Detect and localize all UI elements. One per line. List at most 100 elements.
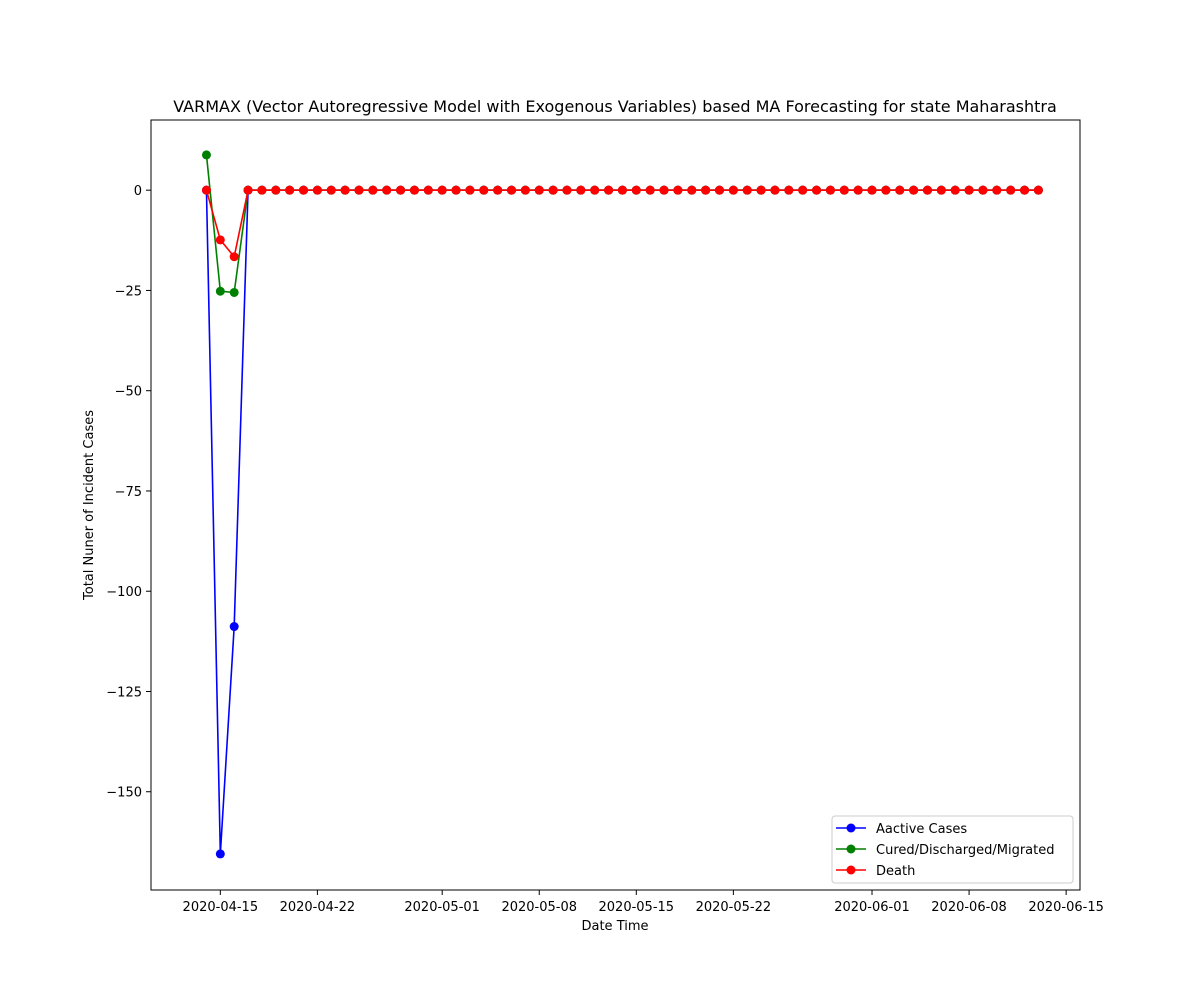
- data-point: [354, 185, 364, 195]
- data-point: [867, 185, 877, 195]
- data-point: [229, 622, 239, 632]
- data-point: [922, 185, 932, 195]
- y-tick-label: −150: [106, 786, 142, 801]
- x-tick-label: 2020-06-15: [1028, 900, 1104, 915]
- y-axis: 0 −25 −50 −75 −100 −125 −150: [106, 184, 151, 801]
- data-point: [659, 185, 669, 195]
- legend-label: Aactive Cases: [876, 822, 967, 837]
- data-point: [340, 185, 350, 195]
- legend-box: [831, 815, 1074, 884]
- legend-marker: [846, 823, 856, 833]
- legend-marker: [846, 865, 856, 875]
- data-point: [881, 185, 891, 195]
- data-point: [770, 185, 780, 195]
- data-point: [1033, 185, 1043, 195]
- x-tick-label: 2020-06-08: [931, 900, 1007, 915]
- data-point: [1020, 185, 1030, 195]
- data-point: [562, 185, 572, 195]
- y-tick-label: −25: [115, 284, 142, 299]
- x-axis-label: Date Time: [581, 919, 648, 934]
- data-point: [992, 185, 1002, 195]
- x-tick-label: 2020-05-22: [696, 900, 772, 915]
- y-tick-label: −125: [106, 685, 142, 700]
- data-point: [257, 185, 267, 195]
- data-point: [243, 185, 253, 195]
- data-point: [756, 185, 766, 195]
- data-point: [201, 185, 211, 195]
- x-tick-label: 2020-05-01: [404, 900, 480, 915]
- data-point: [520, 185, 530, 195]
- y-tick-label: −75: [115, 485, 142, 500]
- data-point: [396, 185, 406, 195]
- data-point: [271, 185, 281, 195]
- data-point: [576, 185, 586, 195]
- data-point: [687, 185, 697, 195]
- data-point: [1006, 185, 1016, 195]
- legend-label: Death: [876, 864, 915, 879]
- data-point: [451, 185, 461, 195]
- plot-area: [150, 119, 1081, 891]
- x-tick-label: 2020-04-15: [183, 900, 259, 915]
- series-line-0: [205, 189, 1039, 855]
- data-point: [812, 185, 822, 195]
- data-point: [409, 185, 419, 195]
- data-point: [895, 185, 905, 195]
- data-point: [465, 185, 475, 195]
- data-point: [229, 252, 239, 262]
- data-point: [645, 185, 655, 195]
- data-point: [548, 185, 558, 195]
- data-point: [909, 185, 919, 195]
- data-point: [368, 185, 378, 195]
- data-point: [631, 185, 641, 195]
- axes-frame: [150, 119, 1081, 891]
- data-point: [479, 185, 489, 195]
- data-point: [798, 185, 808, 195]
- y-axis-label: Total Nuner of Incident Cases: [82, 410, 97, 601]
- data-point: [326, 185, 336, 195]
- data-point: [299, 185, 309, 195]
- data-point: [978, 185, 988, 195]
- data-point: [964, 185, 974, 195]
- data-point: [437, 185, 447, 195]
- data-point: [215, 235, 225, 245]
- data-point: [673, 185, 683, 195]
- data-point: [534, 185, 544, 195]
- y-tick-label: −100: [106, 585, 142, 600]
- legend: Aactive Cases Cured/Discharged/Migrated De…: [831, 815, 1074, 884]
- data-point: [493, 185, 503, 195]
- x-tick-label: 2020-05-08: [501, 900, 577, 915]
- y-tick-label: −50: [115, 385, 142, 400]
- data-point: [382, 185, 392, 195]
- data-point: [312, 185, 322, 195]
- data-point: [714, 185, 724, 195]
- data-point: [742, 185, 752, 195]
- data-point: [853, 185, 863, 195]
- legend-marker: [846, 844, 856, 854]
- data-point: [617, 185, 627, 195]
- data-point: [950, 185, 960, 195]
- legend-label: Cured/Discharged/Migrated: [876, 843, 1055, 858]
- data-point: [604, 185, 614, 195]
- chart-title: VARMAX (Vector Autoregressive Model with…: [173, 97, 1057, 116]
- series-line-2: [205, 189, 1039, 258]
- data-point: [215, 849, 225, 859]
- x-tick-label: 2020-05-15: [599, 900, 675, 915]
- series-line-1: [205, 154, 1039, 294]
- x-axis: 2020-04-15 2020-04-22 2020-05-01 2020-05-08…: [183, 890, 1104, 915]
- data-point: [215, 286, 225, 296]
- data-point: [784, 185, 794, 195]
- data-point: [825, 185, 835, 195]
- x-tick-label: 2020-06-01: [834, 900, 910, 915]
- data-point: [507, 185, 517, 195]
- data-point: [285, 185, 295, 195]
- data-point: [229, 287, 239, 297]
- data-point: [839, 185, 849, 195]
- y-tick-label: 0: [134, 184, 142, 199]
- data-point: [423, 185, 433, 195]
- data-point: [936, 185, 946, 195]
- data-point: [701, 185, 711, 195]
- data-point: [201, 150, 211, 160]
- data-point: [590, 185, 600, 195]
- series-lines: [201, 150, 1043, 859]
